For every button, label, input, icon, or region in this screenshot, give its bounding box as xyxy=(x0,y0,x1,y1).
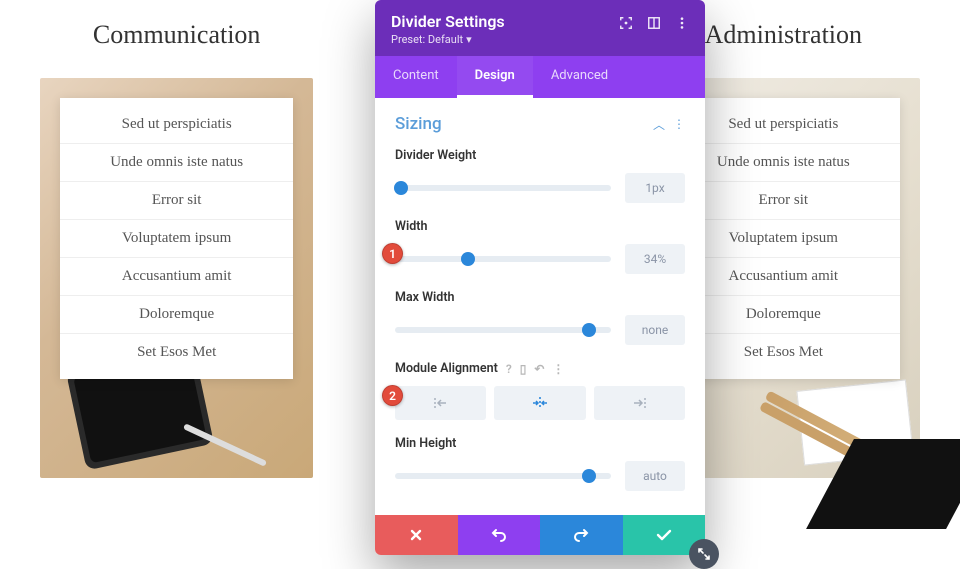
slider-thumb[interactable] xyxy=(461,252,475,266)
align-center-icon xyxy=(531,396,549,410)
modal-footer xyxy=(375,515,705,555)
list-item: Set Esos Met xyxy=(60,334,293,371)
align-left-button[interactable] xyxy=(395,386,486,420)
list-item: Voluptatem ipsum xyxy=(60,220,293,258)
width-slider[interactable] xyxy=(395,256,611,262)
tab-content[interactable]: Content xyxy=(375,56,457,98)
field-label: Module Alignment ? ▯ ↶ ⋮ xyxy=(395,361,685,376)
align-center-button[interactable] xyxy=(494,386,585,420)
slider-row: 1px xyxy=(395,173,685,203)
divider-weight-slider[interactable] xyxy=(395,185,611,191)
more-icon[interactable]: ⋮ xyxy=(552,362,564,376)
list-item: Doloremque xyxy=(60,296,293,334)
field-label: Max Width xyxy=(395,290,685,305)
photo-left: Sed ut perspiciatis Unde omnis iste natu… xyxy=(40,78,313,478)
panel: Sizing ︿ ⋮ Divider Weight 1px 1 Width xyxy=(375,98,705,515)
focus-icon[interactable] xyxy=(619,16,633,30)
undo-button[interactable] xyxy=(458,515,541,555)
slider-thumb[interactable] xyxy=(394,181,408,195)
list-item: Sed ut perspiciatis xyxy=(60,106,293,144)
max-width-value[interactable]: none xyxy=(625,315,685,345)
reset-icon[interactable]: ↶ xyxy=(534,362,544,376)
module-alignment-label: Module Alignment xyxy=(395,361,498,376)
undo-icon xyxy=(491,528,507,542)
check-icon xyxy=(656,529,672,541)
align-left-icon xyxy=(432,396,450,410)
modal-header-left: Divider Settings Preset: Default ▾ xyxy=(391,12,505,46)
tab-design[interactable]: Design xyxy=(457,56,533,98)
modal-header-icons xyxy=(619,16,689,30)
min-height-value[interactable]: auto xyxy=(625,461,685,491)
callout-badge-1: 1 xyxy=(382,243,403,264)
list-item: Accusantium amit xyxy=(60,258,293,296)
list-item: Error sit xyxy=(60,182,293,220)
align-right-icon xyxy=(630,396,648,410)
align-right-button[interactable] xyxy=(594,386,685,420)
cancel-button[interactable] xyxy=(375,515,458,555)
column-title-right: Administration xyxy=(705,20,862,50)
slider-row: 34% xyxy=(395,244,685,274)
field-label: Min Height xyxy=(395,436,685,451)
card-left: Sed ut perspiciatis Unde omnis iste natu… xyxy=(60,98,293,379)
resize-handle[interactable] xyxy=(689,539,719,569)
field-max-width: Max Width none xyxy=(395,290,685,345)
tab-advanced[interactable]: Advanced xyxy=(533,56,626,98)
redo-icon xyxy=(573,528,589,542)
divider-settings-modal: Divider Settings Preset: Default ▾ Conte… xyxy=(375,0,705,555)
slider-row: none xyxy=(395,315,685,345)
preset-dropdown[interactable]: Preset: Default ▾ xyxy=(391,33,505,46)
column-title-left: Communication xyxy=(93,20,261,50)
tabs: Content Design Advanced xyxy=(375,56,705,98)
section-more-icon[interactable]: ⋮ xyxy=(673,117,685,131)
preset-label: Preset: Default xyxy=(391,33,463,46)
close-icon xyxy=(409,528,423,542)
phone-icon[interactable]: ▯ xyxy=(520,362,527,376)
field-label: Width xyxy=(395,219,685,234)
slider-thumb[interactable] xyxy=(582,469,596,483)
section-title: Sizing xyxy=(395,114,442,134)
slider-row: auto xyxy=(395,461,685,491)
alignment-buttons xyxy=(395,386,685,420)
field-module-alignment: 2 Module Alignment ? ▯ ↶ ⋮ xyxy=(395,361,685,420)
chevron-down-icon: ▾ xyxy=(466,33,472,46)
divider-weight-value[interactable]: 1px xyxy=(625,173,685,203)
max-width-slider[interactable] xyxy=(395,327,611,333)
expand-icon xyxy=(697,547,711,561)
columns-icon[interactable] xyxy=(647,16,661,30)
width-value[interactable]: 34% xyxy=(625,244,685,274)
modal-header[interactable]: Divider Settings Preset: Default ▾ xyxy=(375,0,705,56)
more-icon[interactable] xyxy=(675,16,689,30)
collapse-icon[interactable]: ︿ xyxy=(653,116,665,133)
label-option-icons: ? ▯ ↶ ⋮ xyxy=(506,362,565,376)
field-label: Divider Weight xyxy=(395,148,685,163)
column-left: Communication Sed ut perspiciatis Unde o… xyxy=(40,20,313,499)
field-divider-weight: Divider Weight 1px xyxy=(395,148,685,203)
section-head[interactable]: Sizing ︿ ⋮ xyxy=(395,114,685,134)
min-height-slider[interactable] xyxy=(395,473,611,479)
list-item: Unde omnis iste natus xyxy=(60,144,293,182)
help-icon[interactable]: ? xyxy=(506,362,512,376)
slider-thumb[interactable] xyxy=(582,323,596,337)
redo-button[interactable] xyxy=(540,515,623,555)
modal-title: Divider Settings xyxy=(391,12,505,31)
field-width: 1 Width 34% xyxy=(395,219,685,274)
callout-badge-2: 2 xyxy=(382,385,403,406)
field-min-height: Min Height auto xyxy=(395,436,685,491)
section-controls: ︿ ⋮ xyxy=(653,116,685,133)
